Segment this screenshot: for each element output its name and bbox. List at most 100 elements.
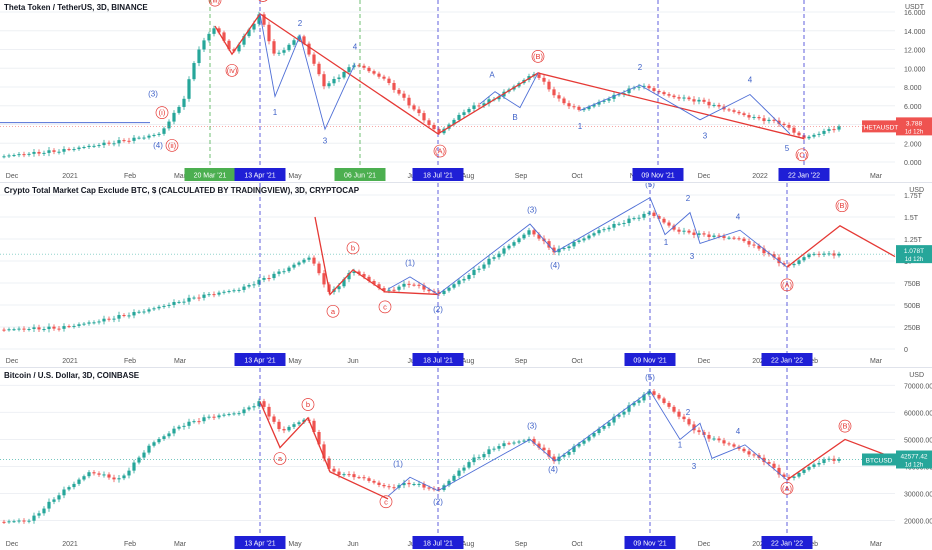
- candle-up: [337, 286, 341, 290]
- candle-down: [387, 486, 391, 488]
- candle-up: [147, 445, 151, 453]
- x-tick-label: May: [288, 358, 302, 365]
- wave-label-blue: 2: [638, 63, 643, 72]
- candle-down: [382, 484, 386, 487]
- y-tick-label: 250B: [904, 325, 921, 332]
- x-tick-label: Oct: [572, 358, 583, 365]
- candle-up: [512, 442, 516, 444]
- candle-up: [292, 264, 296, 268]
- candle-down: [267, 406, 271, 417]
- candle-up: [597, 230, 601, 234]
- date-marker-label: 06 Jun '21: [344, 173, 376, 180]
- candle-up: [97, 321, 101, 323]
- candle-down: [542, 77, 546, 82]
- candle-down: [537, 234, 541, 239]
- candle-down: [2, 521, 6, 523]
- candle-up: [222, 414, 226, 416]
- candle-up: [277, 271, 281, 274]
- candle-down: [757, 245, 761, 249]
- candle-up: [237, 44, 241, 52]
- candle-up: [307, 257, 311, 260]
- x-tick-label: 2022: [752, 173, 768, 180]
- candle-up: [112, 318, 116, 320]
- wave-label-blue: (3): [527, 206, 537, 215]
- y-tick-label: 6.000: [904, 104, 922, 111]
- candle-up: [252, 284, 256, 286]
- candle-down: [672, 95, 676, 98]
- candle-up: [177, 426, 181, 429]
- candle-up: [597, 428, 601, 434]
- btc-unit: USD: [909, 372, 924, 379]
- candle-up: [582, 109, 586, 111]
- candle-down: [732, 110, 736, 112]
- candle-up: [52, 499, 56, 502]
- candle-up: [617, 94, 621, 96]
- y-tick-label: 0: [904, 347, 908, 354]
- candle-up: [47, 326, 51, 330]
- candle-down: [677, 411, 681, 417]
- wave-label-circle: [326, 304, 340, 318]
- wave-label-red: (B): [840, 422, 851, 431]
- candle-up: [642, 213, 646, 218]
- candle-up: [152, 308, 156, 310]
- wave-label-blue: (2): [433, 497, 443, 506]
- candle-up: [177, 106, 181, 113]
- candle-up: [602, 426, 606, 429]
- wave-label-circle: [208, 0, 222, 7]
- candle-down: [547, 81, 551, 90]
- candle-up: [452, 475, 456, 481]
- candle-up: [272, 273, 276, 279]
- candle-down: [217, 28, 221, 33]
- candle-up: [482, 454, 486, 458]
- candle-down: [397, 89, 401, 94]
- candle-up: [157, 133, 161, 135]
- candle-up: [132, 137, 136, 141]
- candle-up: [207, 33, 211, 41]
- candle-up: [522, 440, 526, 442]
- candle-up: [607, 98, 611, 101]
- candle-up: [257, 401, 261, 407]
- candle-down: [717, 104, 721, 107]
- candle-down: [832, 458, 836, 461]
- y-tick-label: 70000.00: [904, 383, 932, 390]
- candle-up: [577, 443, 581, 447]
- candle-down: [422, 285, 426, 290]
- candle-up: [202, 417, 206, 422]
- candle-down: [667, 402, 671, 407]
- candle-up: [287, 426, 291, 431]
- candle-down: [22, 520, 26, 522]
- candle-up: [637, 86, 641, 88]
- candle-down: [357, 271, 361, 275]
- candle-up: [152, 134, 156, 136]
- candle-up: [82, 147, 86, 149]
- candle-down: [662, 218, 666, 223]
- y-tick-label: 750B: [904, 281, 921, 288]
- candle-up: [342, 474, 346, 476]
- candle-up: [202, 294, 206, 298]
- x-tick-label: Oct: [572, 173, 583, 180]
- y-tick-label: 8.000: [904, 85, 922, 92]
- candle-up: [697, 233, 701, 235]
- y-tick-label: 2.000: [904, 141, 922, 148]
- candle-down: [347, 474, 351, 476]
- candle-up: [177, 301, 181, 303]
- candle-down: [97, 473, 101, 475]
- candle-up: [457, 470, 461, 476]
- candle-up: [217, 415, 221, 418]
- candle-up: [812, 134, 816, 137]
- candle-down: [407, 283, 411, 285]
- candle-down: [122, 315, 126, 317]
- candle-up: [32, 515, 36, 521]
- candle-down: [567, 103, 571, 107]
- wave-line-red: [259, 401, 389, 500]
- x-tick-label: 2022: [752, 358, 768, 365]
- symbol-tag-label: THETAUSDT: [860, 124, 899, 131]
- x-tick-label: Sep: [515, 541, 528, 548]
- candle-down: [392, 82, 396, 90]
- candle-up: [682, 230, 686, 232]
- candle-down: [662, 92, 666, 95]
- candle-down: [307, 43, 311, 55]
- theta-unit: USDT: [904, 4, 924, 11]
- candle-down: [787, 477, 791, 479]
- candle-up: [352, 271, 356, 273]
